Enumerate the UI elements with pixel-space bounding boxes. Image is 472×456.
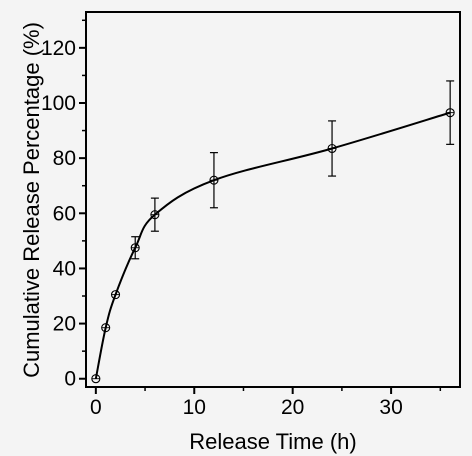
y-tick-label: 80 xyxy=(53,147,76,170)
y-tick-label: 20 xyxy=(53,313,76,336)
x-tick-label: 0 xyxy=(90,396,102,419)
y-axis-ticks: 0 20 40 60 80 100 120 xyxy=(41,19,86,391)
y-tick-label: 60 xyxy=(53,202,76,225)
x-tick-label: 30 xyxy=(379,396,402,419)
plot-frame xyxy=(85,11,461,388)
x-tick-label: 20 xyxy=(281,396,304,419)
y-tick-label: 100 xyxy=(41,92,76,115)
y-tick-label: 120 xyxy=(41,37,76,60)
x-tick-label: 10 xyxy=(183,396,206,419)
series-layer xyxy=(91,80,455,384)
y-tick-label: 40 xyxy=(53,257,76,280)
x-axis-ticks: 0 10 20 30 xyxy=(90,387,442,419)
y-tick-label: 0 xyxy=(64,368,76,391)
series-line xyxy=(94,111,451,379)
y-axis-title: Cumulative Release Percentage (%) xyxy=(19,22,44,378)
x-axis-title: Release Time (h) xyxy=(189,429,357,454)
